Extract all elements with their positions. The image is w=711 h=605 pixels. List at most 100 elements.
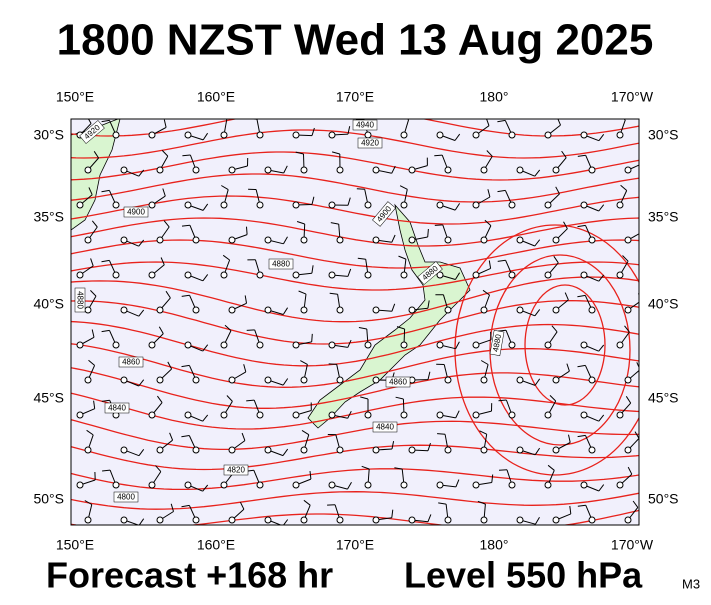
station xyxy=(301,167,307,173)
station xyxy=(257,132,263,138)
station xyxy=(617,412,623,418)
station xyxy=(121,377,127,383)
level-label: Level 550 hPa xyxy=(404,555,643,596)
station xyxy=(553,377,559,383)
station xyxy=(157,167,163,173)
station xyxy=(437,132,443,138)
station xyxy=(113,342,119,348)
station xyxy=(509,202,515,208)
station xyxy=(229,447,235,453)
station xyxy=(149,412,155,418)
contour-label: 4800 xyxy=(114,492,138,502)
model-label: M3 xyxy=(682,576,700,591)
station xyxy=(581,482,587,488)
barb-flag xyxy=(437,434,445,435)
lat-label-left: 35°S xyxy=(33,209,64,225)
station xyxy=(473,202,479,208)
station xyxy=(85,377,91,383)
contour-label-text: 4920 xyxy=(361,139,379,148)
contour-label: 4860 xyxy=(386,377,410,387)
station xyxy=(445,237,451,243)
station xyxy=(301,237,307,243)
station xyxy=(373,237,379,243)
station xyxy=(229,377,235,383)
station xyxy=(257,342,263,348)
station xyxy=(373,377,379,383)
station xyxy=(625,307,631,313)
station xyxy=(157,447,163,453)
station xyxy=(481,517,487,523)
station xyxy=(589,237,595,243)
station xyxy=(329,342,335,348)
station xyxy=(329,482,335,488)
station xyxy=(625,517,631,523)
station xyxy=(589,517,595,523)
barb-flag xyxy=(357,189,365,190)
station xyxy=(149,202,155,208)
lat-label-left: 30°S xyxy=(33,127,64,143)
station xyxy=(373,447,379,453)
station xyxy=(409,447,415,453)
station xyxy=(157,307,163,313)
station xyxy=(337,447,343,453)
station xyxy=(625,447,631,453)
station xyxy=(85,447,91,453)
contour-label: 4880 xyxy=(75,288,85,312)
station xyxy=(185,342,191,348)
lat-label-right: 50°S xyxy=(648,491,679,507)
station xyxy=(481,167,487,173)
contour-label-text: 4860 xyxy=(122,358,140,367)
station xyxy=(481,307,487,313)
lat-label-right: 40°S xyxy=(648,296,679,312)
station xyxy=(481,377,487,383)
lon-label-bottom: 150°E xyxy=(56,537,94,553)
station xyxy=(365,412,371,418)
station xyxy=(337,237,343,243)
lon-label-bottom: 170°W xyxy=(611,537,654,553)
contour-label: 4880 xyxy=(269,259,293,269)
station xyxy=(445,167,451,173)
lat-label-left: 40°S xyxy=(33,296,64,312)
lon-label-top: 170°W xyxy=(611,89,654,105)
station xyxy=(445,447,451,453)
station xyxy=(149,272,155,278)
lon-label-bottom: 170°E xyxy=(336,537,374,553)
station xyxy=(229,307,235,313)
station xyxy=(437,342,443,348)
station xyxy=(401,272,407,278)
barb-flag xyxy=(329,364,337,365)
station xyxy=(301,377,307,383)
contour-label: 4940 xyxy=(353,120,377,130)
station xyxy=(373,307,379,313)
station xyxy=(265,237,271,243)
station xyxy=(625,167,631,173)
station xyxy=(409,517,415,523)
station xyxy=(473,132,479,138)
barb-flag xyxy=(428,229,429,237)
station xyxy=(365,482,371,488)
contour-label-text: 4880 xyxy=(75,291,84,309)
barb-flag xyxy=(642,156,643,164)
station xyxy=(445,377,451,383)
lat-label-left: 45°S xyxy=(33,390,64,406)
station xyxy=(473,482,479,488)
lat-label-left: 50°S xyxy=(33,491,64,507)
station xyxy=(157,237,163,243)
barb-flag xyxy=(491,332,492,340)
station xyxy=(337,517,343,523)
contour-label-text: 4820 xyxy=(227,466,245,475)
barb-flag xyxy=(247,227,248,235)
station xyxy=(113,272,119,278)
station xyxy=(617,132,623,138)
station xyxy=(185,132,191,138)
station xyxy=(301,307,307,313)
station xyxy=(553,447,559,453)
barb-flag xyxy=(312,334,313,342)
station xyxy=(473,412,479,418)
station xyxy=(509,132,515,138)
station xyxy=(445,517,451,523)
station xyxy=(121,447,127,453)
station xyxy=(401,482,407,488)
station xyxy=(553,517,559,523)
station xyxy=(113,202,119,208)
